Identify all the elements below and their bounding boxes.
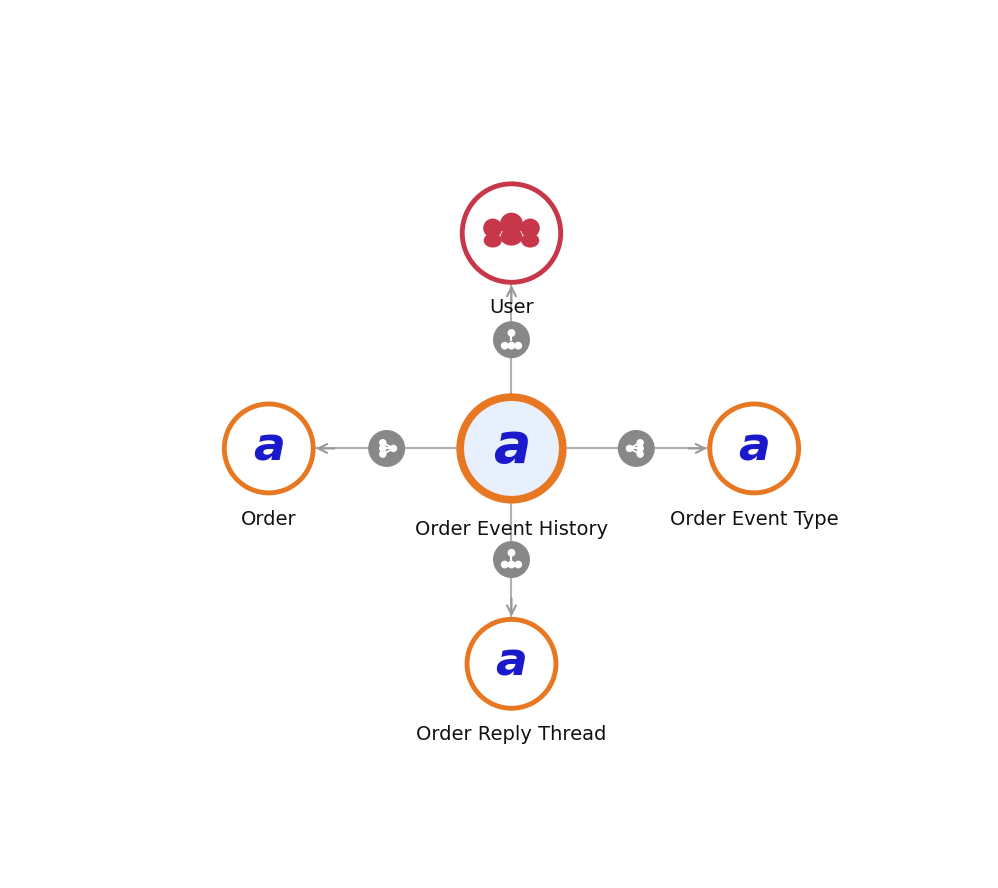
Text: Order Event History: Order Event History xyxy=(415,520,608,539)
Text: a: a xyxy=(739,425,770,470)
Text: a: a xyxy=(252,425,284,470)
Circle shape xyxy=(494,322,529,358)
Circle shape xyxy=(515,561,521,567)
Circle shape xyxy=(225,404,313,493)
Text: a: a xyxy=(496,640,527,686)
Text: User: User xyxy=(489,298,534,317)
Circle shape xyxy=(380,451,386,457)
Circle shape xyxy=(627,446,633,451)
Circle shape xyxy=(619,431,654,466)
Circle shape xyxy=(390,446,396,451)
Circle shape xyxy=(502,343,508,349)
Circle shape xyxy=(508,561,515,567)
Circle shape xyxy=(369,431,404,466)
Circle shape xyxy=(501,213,522,235)
Ellipse shape xyxy=(484,234,501,247)
Text: Order Event Type: Order Event Type xyxy=(670,510,838,529)
Circle shape xyxy=(508,329,515,337)
Circle shape xyxy=(460,397,563,500)
Circle shape xyxy=(515,343,521,349)
Ellipse shape xyxy=(501,229,522,245)
Circle shape xyxy=(508,550,515,556)
Text: Order: Order xyxy=(241,510,296,529)
Ellipse shape xyxy=(522,234,539,247)
Circle shape xyxy=(508,343,515,349)
Circle shape xyxy=(637,446,643,451)
Circle shape xyxy=(484,219,502,237)
Circle shape xyxy=(637,451,643,457)
Circle shape xyxy=(380,446,386,451)
Circle shape xyxy=(710,404,798,493)
Text: a: a xyxy=(493,420,530,474)
Circle shape xyxy=(494,542,529,577)
Circle shape xyxy=(637,440,643,446)
Circle shape xyxy=(462,184,561,282)
Text: Order Reply Thread: Order Reply Thread xyxy=(416,725,607,744)
Circle shape xyxy=(521,219,539,237)
Circle shape xyxy=(380,440,386,446)
Circle shape xyxy=(467,620,556,709)
Circle shape xyxy=(502,561,508,567)
